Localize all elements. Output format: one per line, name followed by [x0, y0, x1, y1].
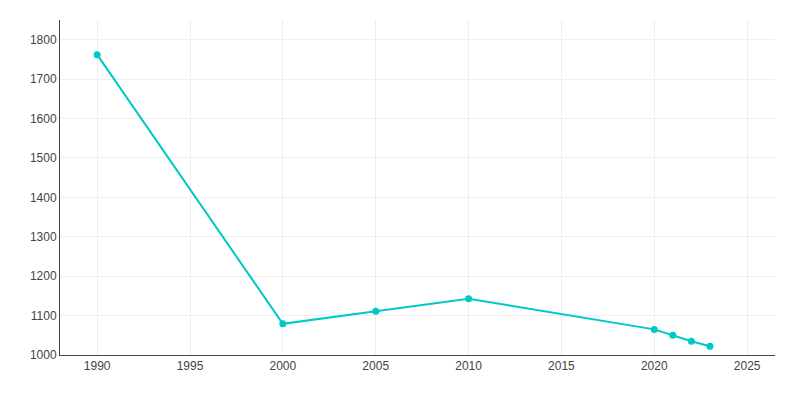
svg-text:1000: 1000 — [30, 348, 57, 362]
svg-text:1700: 1700 — [30, 72, 57, 86]
svg-text:1500: 1500 — [30, 151, 57, 165]
svg-text:1300: 1300 — [30, 230, 57, 244]
svg-text:2005: 2005 — [362, 359, 389, 373]
svg-text:2000: 2000 — [270, 359, 297, 373]
svg-text:1995: 1995 — [177, 359, 204, 373]
svg-text:2010: 2010 — [455, 359, 482, 373]
svg-text:1990: 1990 — [84, 359, 111, 373]
svg-text:1600: 1600 — [30, 112, 57, 126]
svg-text:2015: 2015 — [548, 359, 575, 373]
svg-text:1200: 1200 — [30, 269, 57, 283]
svg-text:1400: 1400 — [30, 191, 57, 205]
svg-text:1100: 1100 — [31, 309, 57, 323]
svg-text:1800: 1800 — [30, 33, 57, 47]
svg-text:2025: 2025 — [734, 359, 761, 373]
svg-text:2020: 2020 — [641, 359, 668, 373]
